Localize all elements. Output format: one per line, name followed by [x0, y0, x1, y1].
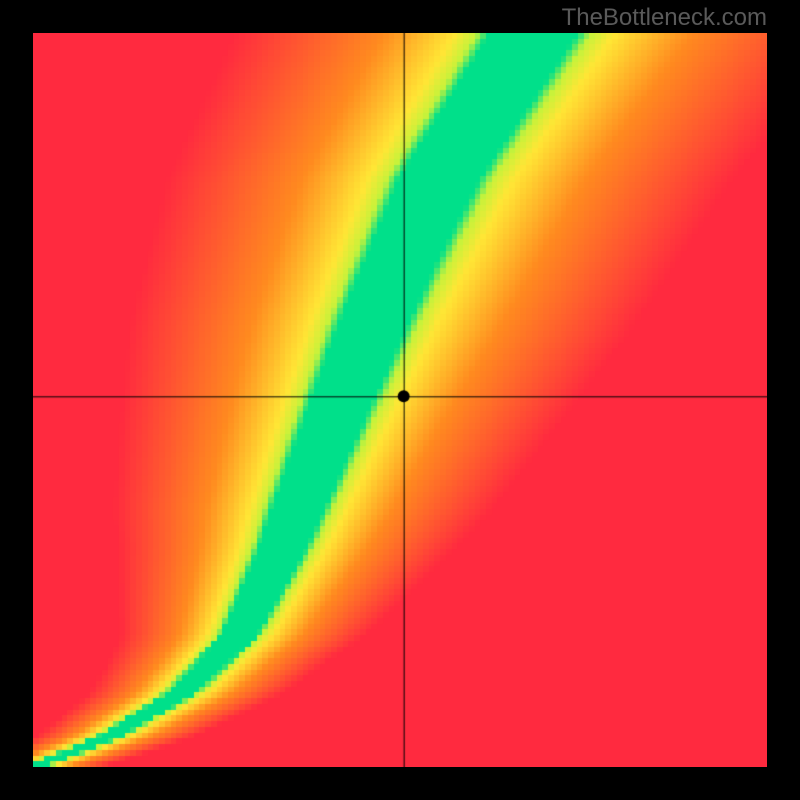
chart-container: TheBottleneck.com [0, 0, 800, 800]
bottleneck-heatmap [33, 33, 767, 767]
watermark-text: TheBottleneck.com [562, 4, 767, 32]
